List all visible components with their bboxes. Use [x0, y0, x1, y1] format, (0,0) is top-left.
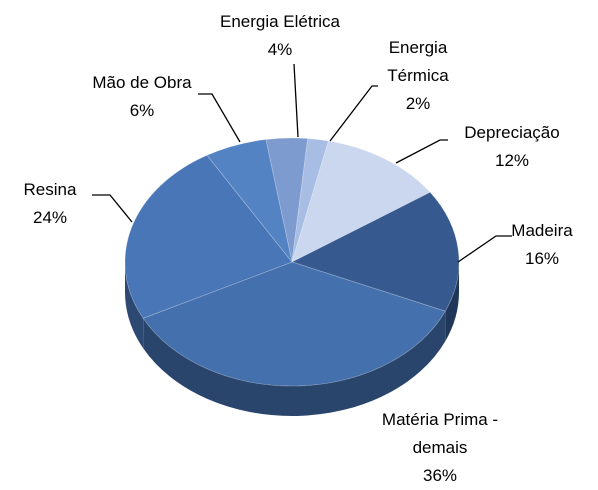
value-label: 12% [494, 151, 530, 170]
leader-line [92, 194, 133, 223]
slice [206, 139, 293, 263]
leader-line [293, 63, 299, 138]
data-label: Matéria Prima - demais 36% [365, 406, 515, 490]
slice [265, 137, 309, 263]
data-label: Madeira 16% [497, 217, 587, 273]
category-label: Mão de Obra [92, 73, 192, 92]
slice [124, 154, 293, 319]
slice [290, 191, 460, 312]
value-label: 36% [422, 466, 458, 485]
data-label: Mão de Obra 6% [72, 69, 212, 125]
leader-line [457, 235, 512, 263]
data-label: Depreciação 12% [447, 119, 577, 175]
leader-line [329, 85, 378, 142]
slice-side [125, 262, 144, 349]
category-label: Depreciação [464, 123, 560, 142]
slice [142, 261, 446, 387]
value-label: 2% [405, 94, 431, 113]
value-label: 16% [524, 249, 560, 268]
value-label: 4% [267, 40, 293, 59]
value-label: 24% [32, 208, 68, 227]
data-label: Energia Térmica 2% [373, 34, 463, 118]
category-label: Energia Térmica [387, 38, 449, 85]
category-label: Resina [23, 180, 77, 199]
category-label: Madeira [511, 221, 573, 240]
category-label: Energia Elétrica [219, 12, 340, 31]
slice-side [445, 262, 460, 342]
leader-line [198, 93, 241, 143]
category-label: Matéria Prima - demais [381, 410, 499, 457]
slice [291, 140, 431, 263]
leader-line [395, 139, 448, 164]
data-label: Energia Elétrica 4% [200, 8, 360, 64]
data-label: Resina 24% [10, 176, 90, 232]
slice-side [143, 311, 446, 416]
value-label: 6% [129, 101, 155, 120]
slice [291, 138, 329, 263]
